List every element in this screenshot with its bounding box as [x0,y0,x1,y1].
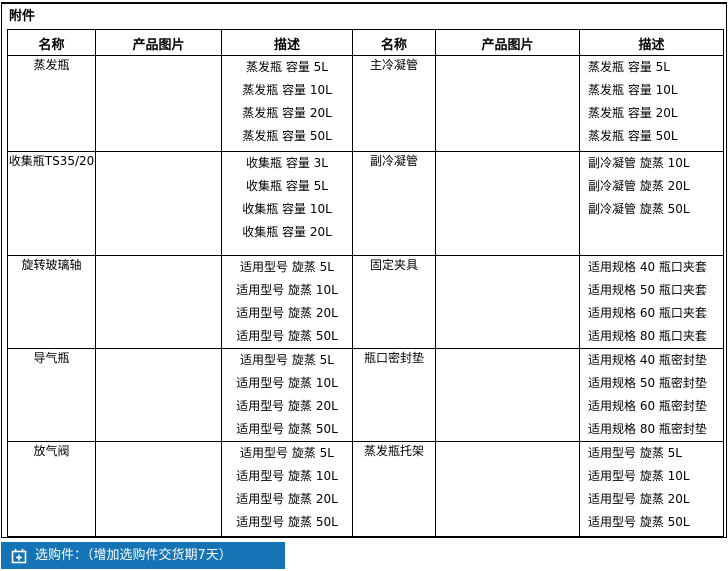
product-name-cell: 导气瓶 [7,348,96,442]
desc-line: 蒸发瓶 容量 20L [242,106,332,120]
desc-line: 副冷凝管 旋蒸 20L [588,179,690,193]
desc-line: 适用型号 旋蒸 5L [240,353,334,367]
product-image-cell [95,151,222,256]
product-image-cell [435,255,580,349]
product-name-cell: 放气阀 [7,441,96,537]
column-header-image: 产品图片 [435,29,580,56]
product-name-cell: 蒸发瓶托架 [352,441,436,537]
desc-line: 蒸发瓶 容量 20L [588,106,678,120]
desc-line: 适用规格 60 瓶口夹套 [588,306,707,320]
desc-line: 收集瓶 容量 5L [246,179,328,193]
desc-line: 适用型号 旋蒸 20L [588,492,690,506]
desc-line: 适用规格 80 瓶口夹套 [588,329,707,343]
desc-line: 适用规格 40 瓶口夹套 [588,260,707,274]
header-row: 名称 产品图片 描述 名称 产品图片 描述 [7,29,724,56]
accessories-panel: 附件 名称 产品图片 描述 名称 产品图片 描述 蒸发瓶 蒸发瓶 容量 5L 蒸… [1,2,727,538]
desc-line: 蒸发瓶 容量 5L [246,60,328,74]
column-header-name: 名称 [352,29,436,56]
desc-line: 蒸发瓶 容量 10L [588,83,678,97]
product-desc-cell: 适用型号 旋蒸 5L 适用型号 旋蒸 10L 适用型号 旋蒸 20L 适用型号 … [221,348,353,442]
product-image-cell [95,255,222,349]
product-name-cell: 主冷凝管 [352,55,436,152]
desc-line: 适用规格 50 瓶密封垫 [588,376,707,390]
desc-line: 适用型号 旋蒸 5L [588,446,682,460]
desc-line: 收集瓶 容量 10L [242,202,332,216]
product-name-cell: 蒸发瓶 [7,55,96,152]
desc-line: 适用型号 旋蒸 20L [236,306,338,320]
column-header-desc: 描述 [579,29,724,56]
product-desc-cell: 适用规格 40 瓶口夹套 适用规格 50 瓶口夹套 适用规格 60 瓶口夹套 适… [579,255,724,349]
product-image-cell [95,348,222,442]
desc-line: 适用型号 旋蒸 20L [236,492,338,506]
calendar-plus-icon [11,548,27,564]
desc-line: 适用规格 50 瓶口夹套 [588,283,707,297]
optional-parts-label: 选购件：（增加选购件交货期7天） [35,548,232,563]
product-image-cell [435,441,580,537]
table-row: 放气阀 适用型号 旋蒸 5L 适用型号 旋蒸 10L 适用型号 旋蒸 20L 适… [7,441,724,537]
product-image-cell [435,151,580,256]
column-header-image: 产品图片 [95,29,222,56]
desc-line: 适用型号 旋蒸 10L [236,469,338,483]
desc-line: 适用型号 旋蒸 20L [236,399,338,413]
table-row: 蒸发瓶 蒸发瓶 容量 5L 蒸发瓶 容量 10L 蒸发瓶 容量 20L 蒸发瓶 … [7,55,724,152]
table-row: 收集瓶TS35/20 收集瓶 容量 3L 收集瓶 容量 5L 收集瓶 容量 10… [7,151,724,256]
table-row: 旋转玻璃轴 适用型号 旋蒸 5L 适用型号 旋蒸 10L 适用型号 旋蒸 20L… [7,255,724,349]
product-image-cell [435,55,580,152]
product-desc-cell: 收集瓶 容量 3L 收集瓶 容量 5L 收集瓶 容量 10L 收集瓶 容量 20… [221,151,353,256]
product-image-cell [95,441,222,537]
desc-line: 适用型号 旋蒸 50L [236,515,338,529]
column-header-desc: 描述 [221,29,353,56]
product-name-cell: 副冷凝管 [352,151,436,256]
desc-line: 适用规格 80 瓶密封垫 [588,422,707,436]
accessories-table: 名称 产品图片 描述 名称 产品图片 描述 蒸发瓶 蒸发瓶 容量 5L 蒸发瓶 … [7,29,724,537]
product-name-cell: 旋转玻璃轴 [7,255,96,349]
desc-line: 适用规格 40 瓶密封垫 [588,353,707,367]
product-name-cell: 固定夹具 [352,255,436,349]
product-image-cell [95,55,222,152]
desc-line: 适用型号 旋蒸 10L [236,283,338,297]
product-desc-cell: 适用型号 旋蒸 5L 适用型号 旋蒸 10L 适用型号 旋蒸 20L 适用型号 … [579,441,724,537]
desc-line: 收集瓶 容量 20L [242,225,332,239]
desc-line: 蒸发瓶 容量 5L [588,60,670,74]
desc-line: 适用规格 60 瓶密封垫 [588,399,707,413]
desc-line: 适用型号 旋蒸 5L [240,260,334,274]
product-desc-cell: 适用型号 旋蒸 5L 适用型号 旋蒸 10L 适用型号 旋蒸 20L 适用型号 … [221,441,353,537]
product-desc-cell: 适用型号 旋蒸 5L 适用型号 旋蒸 10L 适用型号 旋蒸 20L 适用型号 … [221,255,353,349]
product-desc-cell: 蒸发瓶 容量 5L 蒸发瓶 容量 10L 蒸发瓶 容量 20L 蒸发瓶 容量 5… [221,55,353,152]
desc-line: 蒸发瓶 容量 50L [588,129,678,143]
product-name-cell: 瓶口密封垫 [352,348,436,442]
product-desc-cell: 蒸发瓶 容量 5L 蒸发瓶 容量 10L 蒸发瓶 容量 20L 蒸发瓶 容量 5… [579,55,724,152]
desc-line: 适用型号 旋蒸 5L [240,446,334,460]
desc-line: 副冷凝管 旋蒸 50L [588,202,690,216]
product-name-cell: 收集瓶TS35/20 [7,151,96,256]
desc-line: 适用型号 旋蒸 10L [588,469,690,483]
product-image-cell [435,348,580,442]
desc-line: 适用型号 旋蒸 50L [588,515,690,529]
desc-line: 适用型号 旋蒸 10L [236,376,338,390]
product-desc-cell: 副冷凝管 旋蒸 10L 副冷凝管 旋蒸 20L 副冷凝管 旋蒸 50L [579,151,724,256]
product-desc-cell: 适用规格 40 瓶密封垫 适用规格 50 瓶密封垫 适用规格 60 瓶密封垫 适… [579,348,724,442]
desc-line: 收集瓶 容量 3L [246,156,328,170]
desc-line: 适用型号 旋蒸 50L [236,422,338,436]
table-row: 导气瓶 适用型号 旋蒸 5L 适用型号 旋蒸 10L 适用型号 旋蒸 20L 适… [7,348,724,442]
optional-parts-bar: 选购件：（增加选购件交货期7天） [1,542,285,569]
page-title: 附件 [9,9,36,24]
desc-line: 副冷凝管 旋蒸 10L [588,156,690,170]
column-header-name: 名称 [7,29,96,56]
desc-line: 蒸发瓶 容量 50L [242,129,332,143]
desc-line: 适用型号 旋蒸 50L [236,329,338,343]
desc-line: 蒸发瓶 容量 10L [242,83,332,97]
